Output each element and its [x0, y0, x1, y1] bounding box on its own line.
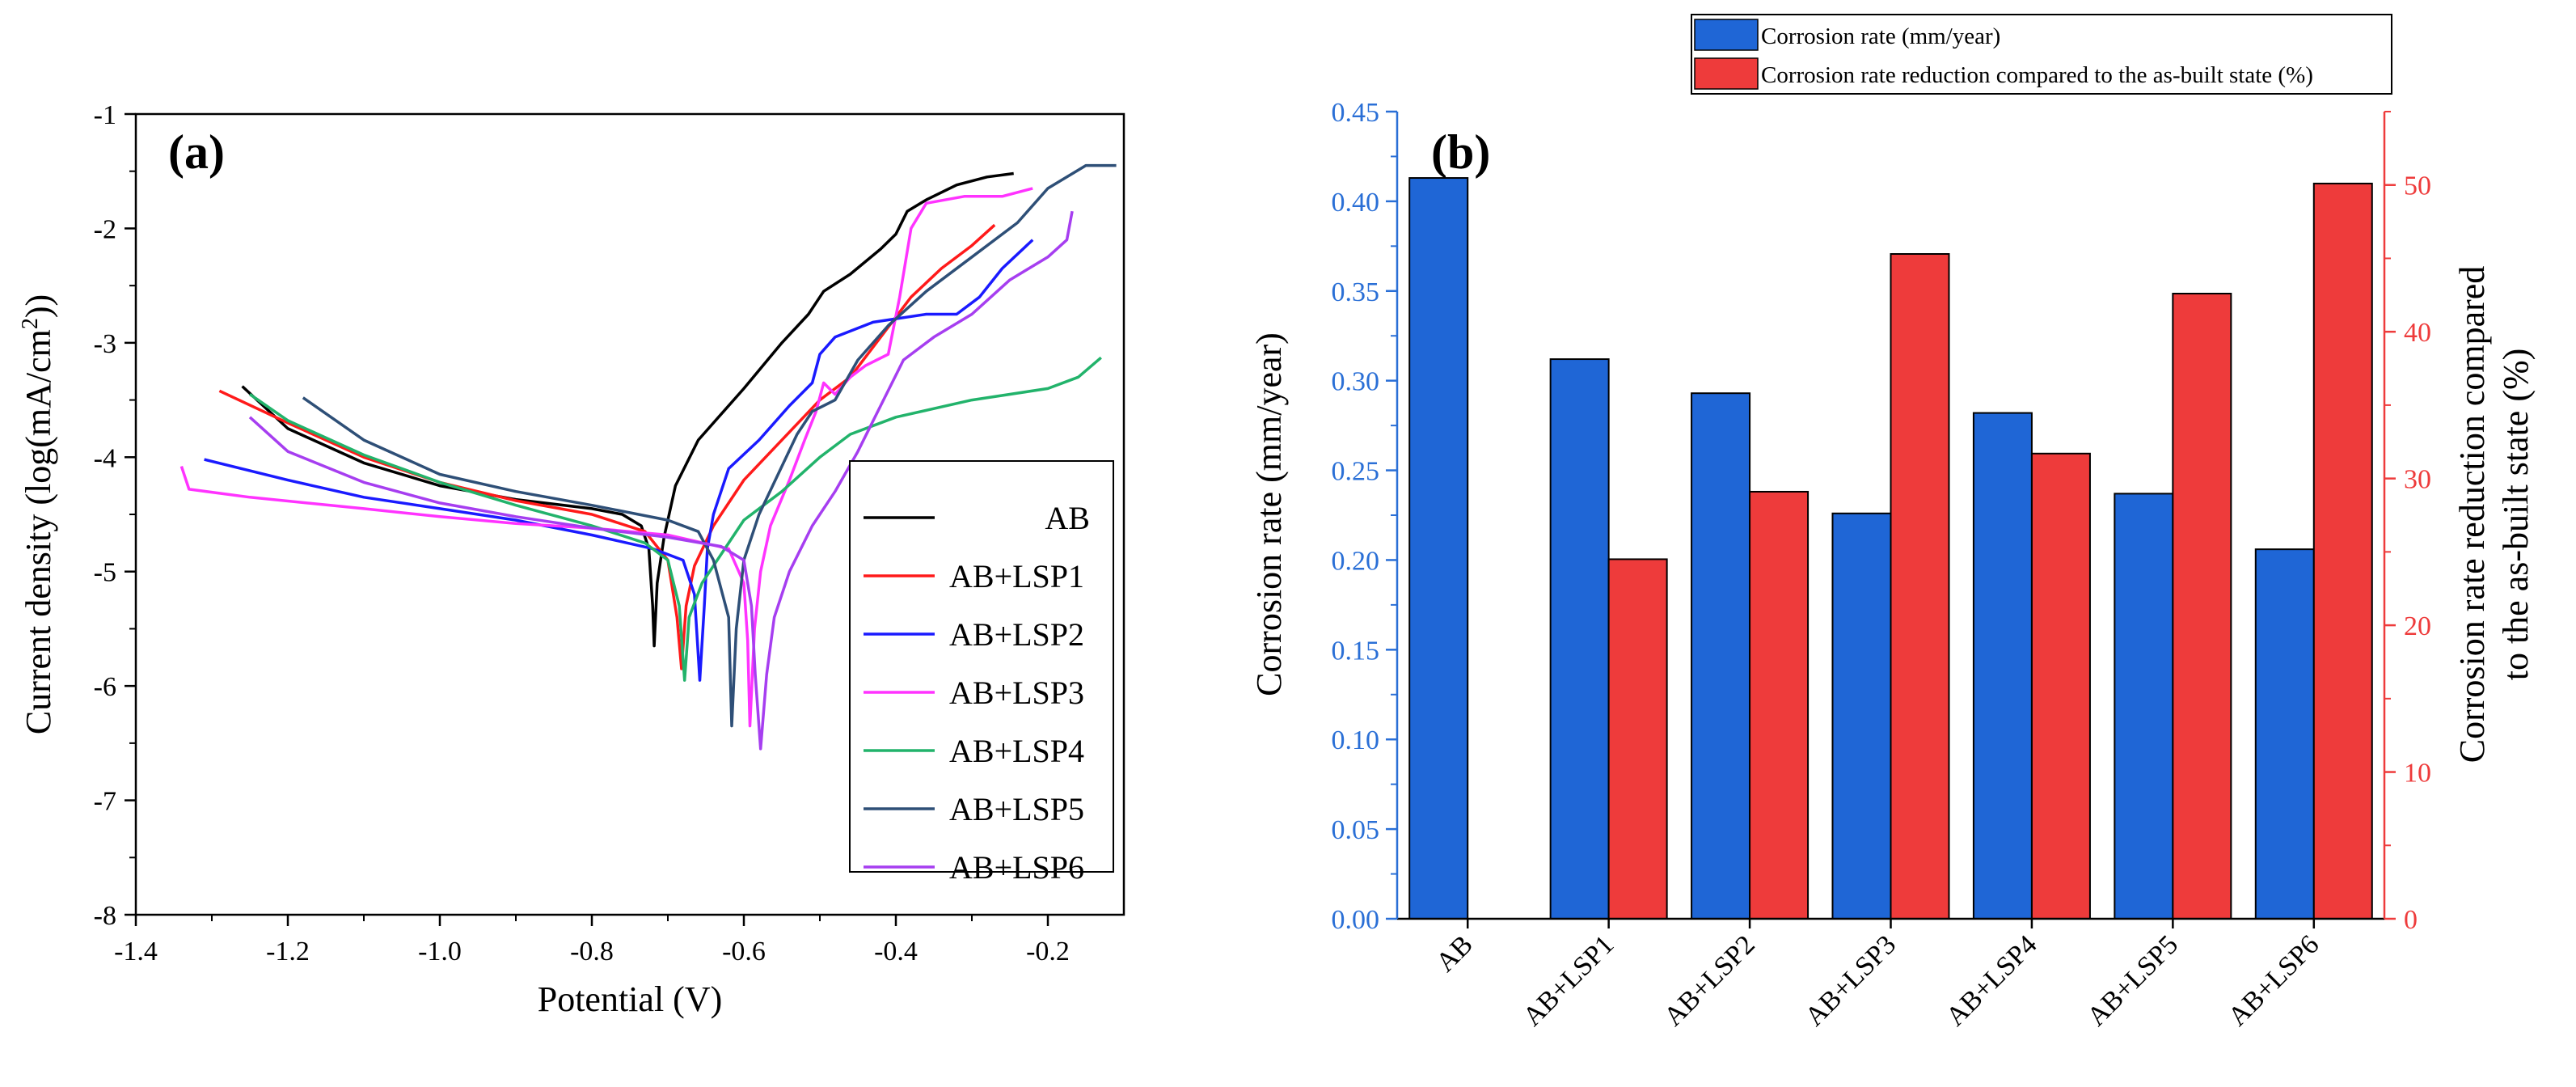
- panel-b-legend-box: [1691, 14, 2392, 95]
- panel-b-x-tick-label: AB+LSP4: [1940, 929, 2043, 1032]
- series-line-ab-lsp4: [249, 356, 1102, 682]
- bar-corrosion-rate: [1831, 512, 1892, 920]
- panel-b-left-ticks: 0.00 0.05 0.10 0.15 0.20 0.25 0.30 0.35 0.40 0.45: [1332, 98, 1397, 935]
- series-line-ab: [241, 171, 1014, 648]
- panel-a-x-tick-label: -0.4: [874, 937, 918, 966]
- panel-b-left-tick-label: 0.05: [1332, 815, 1380, 845]
- legend-label-corrosion-rate: Corrosion rate (mm/year): [1761, 23, 2000, 49]
- panel-b-left-tick-label: 0.40: [1332, 188, 1380, 218]
- panel-b-left-tick-label: 0.20: [1332, 546, 1380, 576]
- panel-a-y-tick-label: -2: [94, 214, 116, 244]
- panel-b-x-tick-label: AB+LSP1: [1518, 929, 1620, 1032]
- panel-a-y-ticks: -8 -7 -6 -5 -4 -3 -2 -1: [94, 100, 136, 931]
- bar-corrosion-rate: [2254, 548, 2315, 920]
- panel-a-series-lines: [179, 163, 1117, 751]
- panel-a-y-tick-label: -1: [94, 100, 116, 130]
- legend-label-ab-lsp3: AB+LSP3: [949, 675, 1084, 711]
- bar-rate-reduction: [1749, 490, 1810, 920]
- panel-b-left-tick-label: 0.45: [1332, 98, 1380, 128]
- panel-a-polarization-chart: -1.4 -1.2 -1.0 -0.8 -0.6 -0.4 -0.2 -8-7-6-5-4-…: [18, 100, 1125, 1019]
- panel-b-legend: Corrosion rate (mm/year) Corrosion rate …: [1691, 14, 2392, 95]
- bar-rate-reduction: [2030, 452, 2091, 920]
- panel-a-y-tick-label: -3: [94, 329, 116, 359]
- bar-rate-reduction: [1890, 253, 1950, 920]
- panel-b-right-tick-label: 10: [2404, 759, 2431, 789]
- panel-a-x-tick-label: -0.6: [722, 937, 766, 966]
- bar-rate-reduction: [2172, 293, 2232, 920]
- legend-label-rate-reduction: Corrosion rate reduction compared to the…: [1761, 62, 2313, 88]
- panel-b-x-tick-label: AB+LSP6: [2223, 929, 2325, 1032]
- panel-b-right-tick-label: 0: [2404, 905, 2418, 935]
- panel-b-x-tick-label: AB+LSP5: [2081, 929, 2184, 1032]
- panel-a-label: (a): [168, 125, 225, 179]
- bar-corrosion-rate: [1408, 177, 1469, 920]
- series-line-ab-lsp6: [248, 210, 1074, 751]
- panel-a-y-tick-label: -6: [94, 672, 116, 702]
- panel-a-x-tick-label: -1.2: [266, 937, 310, 966]
- legend-label-ab: AB: [1045, 500, 1090, 536]
- panel-b-left-tick-label: 0.25: [1332, 457, 1380, 487]
- legend-label-ab-lsp2: AB+LSP2: [949, 616, 1084, 653]
- panel-b-right-tick-label: 40: [2404, 318, 2431, 348]
- panel-b-bars: [1408, 177, 2373, 920]
- series-line-ab-lsp5: [302, 163, 1117, 728]
- panel-b-x-tick-label: AB: [1430, 929, 1479, 978]
- series-line-ab-lsp2: [204, 239, 1034, 682]
- panel-b-right-axis-title-line2: to the as-built state (%): [2496, 349, 2536, 681]
- panel-a-x-tick-label: -1.4: [114, 937, 158, 966]
- legend-swatch-rate-reduction: [1694, 57, 1759, 90]
- panel-b-right-tick-label: 50: [2404, 171, 2431, 201]
- panel-b-left-tick-label: 0.30: [1332, 367, 1380, 397]
- panel-b-left-tick-label: 0.35: [1332, 277, 1380, 307]
- legend-swatch-corrosion-rate: [1694, 19, 1759, 51]
- panel-b-label: (b): [1431, 125, 1490, 179]
- panel-b-right-axis-title-line1: Corrosion rate reduction compared: [2452, 266, 2492, 763]
- panel-a-legend-box: [849, 460, 1114, 873]
- panel-a-x-axis-title: Potential (V): [538, 979, 723, 1019]
- panel-a-y-tick-label: -5: [94, 558, 116, 588]
- panel-b-right-ticks: 0 10 20 30 40 50: [2384, 111, 2431, 935]
- panel-b-left-axis-title: Corrosion rate (mm/year): [1249, 332, 1289, 696]
- panel-a-y-tick-label: -4: [94, 443, 116, 473]
- panel-a-legend: AB AB+LSP1 AB+LSP2 AB+LSP3 AB+LSP4 AB+LSP5 AB+…: [849, 460, 1114, 886]
- bar-rate-reduction: [1607, 558, 1668, 920]
- legend-label-ab-lsp6: AB+LSP6: [949, 849, 1084, 886]
- panel-a-y-axis-title: Current density (log(mA/cm2)): [18, 294, 58, 734]
- panel-b-right-tick-label: 20: [2404, 611, 2431, 641]
- bar-corrosion-rate: [1549, 358, 1610, 920]
- panel-b-x-tick-label: AB+LSP2: [1658, 929, 1761, 1032]
- bar-corrosion-rate: [1972, 412, 2033, 920]
- panel-a-x-tick-label: -0.2: [1026, 937, 1070, 966]
- panel-b-left-tick-label: 0.10: [1332, 725, 1380, 755]
- panel-a-x-tick-label: -0.8: [570, 937, 614, 966]
- bar-corrosion-rate: [1691, 392, 1751, 920]
- panel-a-y-tick-label: -8: [94, 901, 116, 931]
- bar-rate-reduction: [2312, 182, 2373, 920]
- panel-b-left-tick-label: 0.15: [1332, 636, 1380, 666]
- legend-label-ab-lsp4: AB+LSP4: [949, 733, 1084, 769]
- panel-b-x-ticks: AB AB+LSP1 AB+LSP2 AB+LSP3 AB+LSP4 AB+LSP5 AB+…: [1430, 919, 2325, 1032]
- panel-b-x-tick-label: AB+LSP3: [1800, 929, 1902, 1032]
- legend-label-ab-lsp1: AB+LSP1: [949, 558, 1084, 594]
- panel-b-left-tick-label: 0.00: [1332, 905, 1380, 935]
- legend-label-ab-lsp5: AB+LSP5: [949, 791, 1084, 827]
- panel-a-x-tick-label: -1.0: [418, 937, 462, 966]
- series-line-ab-lsp3: [179, 187, 1033, 728]
- bar-corrosion-rate: [2114, 493, 2174, 920]
- panel-b-corrosion-bar-chart: 0.00 0.05 0.10 0.15 0.20 0.25 0.30 0.35 0.40 0.45…: [1249, 14, 2536, 1032]
- panel-b-right-tick-label: 30: [2404, 465, 2431, 495]
- panel-a-x-ticks: -1.4 -1.2 -1.0 -0.8 -0.6 -0.4 -0.2: [114, 915, 1070, 966]
- panel-a-y-tick-label: -7: [94, 787, 116, 817]
